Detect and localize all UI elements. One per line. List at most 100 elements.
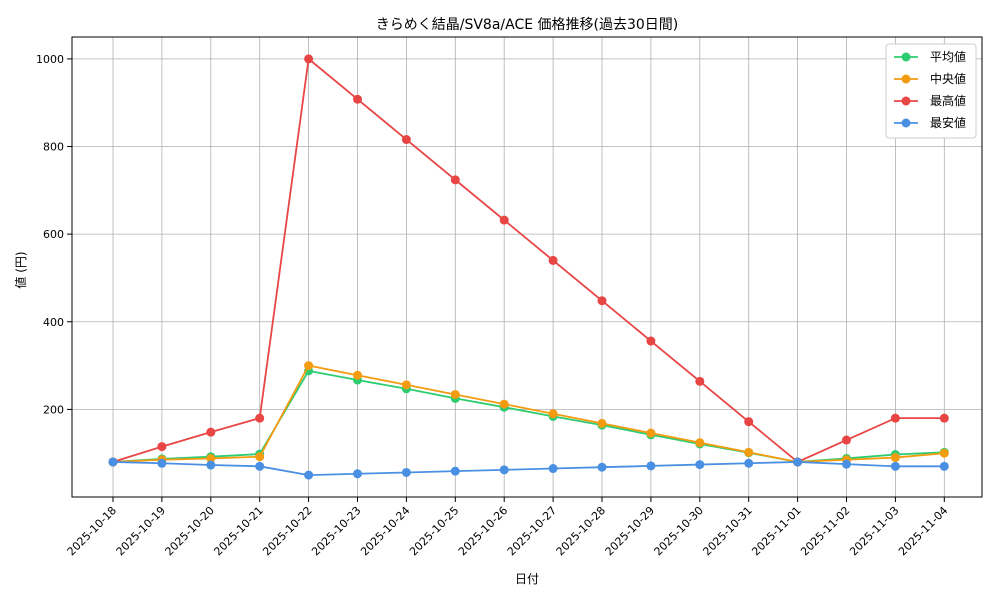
data-point bbox=[450, 466, 460, 476]
data-point bbox=[744, 447, 754, 457]
series-line bbox=[112, 461, 945, 476]
data-point bbox=[890, 413, 900, 423]
x-tick-label: 2025-10-21 bbox=[211, 504, 265, 558]
data-point bbox=[597, 296, 607, 306]
y-tick-label: 200 bbox=[43, 403, 64, 416]
x-tick-label: 2025-11-04 bbox=[896, 504, 950, 558]
x-tick-label: 2025-10-24 bbox=[358, 504, 412, 558]
data-point bbox=[890, 461, 900, 471]
data-point bbox=[646, 461, 656, 471]
y-tick-label: 400 bbox=[43, 316, 64, 329]
data-point bbox=[499, 215, 509, 225]
data-point bbox=[353, 469, 362, 479]
x-tick-label: 2025-10-19 bbox=[114, 504, 168, 558]
legend-item: 最安値 bbox=[894, 115, 966, 130]
x-tick-label: 2025-10-20 bbox=[163, 504, 217, 558]
data-point bbox=[206, 427, 216, 437]
data-point bbox=[842, 435, 851, 445]
x-tick-label: 2025-10-30 bbox=[652, 504, 706, 558]
data-point bbox=[108, 457, 118, 467]
data-point bbox=[695, 460, 705, 470]
x-axis-ticks: 2025-10-182025-10-192025-10-202025-10-21… bbox=[65, 497, 950, 558]
data-point bbox=[157, 442, 167, 452]
legend-label: 中央値 bbox=[930, 71, 966, 86]
data-point bbox=[450, 175, 460, 185]
x-tick-label: 2025-11-02 bbox=[798, 504, 852, 558]
data-point bbox=[695, 376, 705, 386]
series-最高値 bbox=[108, 54, 949, 467]
x-tick-label: 2025-10-27 bbox=[505, 504, 559, 558]
data-point bbox=[255, 452, 265, 462]
x-axis-label: 日付 bbox=[515, 572, 539, 586]
data-point bbox=[206, 460, 216, 470]
series-line bbox=[112, 364, 945, 463]
data-point bbox=[646, 336, 656, 346]
data-point bbox=[842, 459, 851, 469]
data-point bbox=[255, 413, 265, 423]
legend-item: 平均値 bbox=[894, 49, 966, 64]
x-tick-label: 2025-11-01 bbox=[749, 504, 803, 558]
data-point bbox=[939, 448, 949, 458]
data-point bbox=[890, 453, 900, 463]
data-point bbox=[304, 54, 314, 64]
y-axis-label: 値 (円) bbox=[13, 251, 28, 288]
legend-marker bbox=[901, 118, 911, 128]
legend-box bbox=[885, 43, 977, 139]
x-tick-label: 2025-10-23 bbox=[309, 504, 363, 558]
series-line bbox=[112, 57, 945, 464]
x-tick-label: 2025-10-29 bbox=[603, 504, 657, 558]
x-tick-label: 2025-10-22 bbox=[260, 504, 314, 558]
data-point bbox=[401, 135, 411, 145]
data-point bbox=[548, 464, 558, 474]
data-point bbox=[255, 461, 265, 471]
data-point bbox=[206, 453, 216, 463]
series-line bbox=[112, 369, 945, 463]
x-tick-label: 2025-10-31 bbox=[700, 504, 754, 558]
data-point bbox=[304, 361, 314, 371]
x-tick-label: 2025-10-25 bbox=[407, 504, 461, 558]
data-point bbox=[548, 255, 558, 265]
legend-item: 最高値 bbox=[894, 93, 966, 108]
data-point bbox=[548, 409, 558, 419]
legend-marker bbox=[901, 52, 911, 62]
series-layer bbox=[108, 54, 949, 480]
legend-label: 平均値 bbox=[930, 49, 966, 64]
data-point bbox=[597, 418, 607, 428]
data-point bbox=[401, 380, 411, 390]
x-tick-label: 2025-11-03 bbox=[847, 504, 901, 558]
legend-marker bbox=[901, 74, 911, 84]
legend-marker bbox=[901, 96, 911, 106]
x-tick-label: 2025-10-26 bbox=[456, 504, 510, 558]
legend-label: 最高値 bbox=[930, 93, 966, 108]
x-tick-label: 2025-10-28 bbox=[554, 504, 608, 558]
data-point bbox=[499, 465, 509, 475]
data-point bbox=[744, 417, 754, 427]
data-point bbox=[744, 458, 754, 468]
y-tick-label: 600 bbox=[43, 228, 64, 241]
data-point bbox=[450, 389, 460, 399]
data-point bbox=[939, 461, 949, 471]
data-point bbox=[401, 467, 411, 477]
data-point bbox=[939, 413, 949, 423]
axes bbox=[71, 36, 983, 498]
x-tick-label: 2025-10-18 bbox=[65, 504, 119, 558]
data-point bbox=[157, 458, 167, 468]
data-point bbox=[597, 462, 607, 472]
legend-label: 最安値 bbox=[930, 115, 966, 130]
chart-title: きらめく結晶/SV8a/ACE 価格推移(過去30日間) bbox=[376, 17, 679, 33]
data-point bbox=[499, 399, 509, 409]
data-point bbox=[793, 457, 803, 467]
plot-frame bbox=[71, 36, 983, 498]
series-最安値 bbox=[108, 457, 949, 480]
grid bbox=[72, 37, 982, 497]
data-point bbox=[353, 94, 362, 104]
y-tick-label: 800 bbox=[43, 141, 64, 154]
data-point bbox=[353, 370, 362, 380]
data-point bbox=[646, 428, 656, 438]
legend-item: 中央値 bbox=[894, 71, 966, 86]
y-axis-ticks: 200 400 600 800 1000 bbox=[36, 53, 72, 416]
data-point bbox=[695, 438, 705, 448]
data-point bbox=[304, 470, 314, 480]
